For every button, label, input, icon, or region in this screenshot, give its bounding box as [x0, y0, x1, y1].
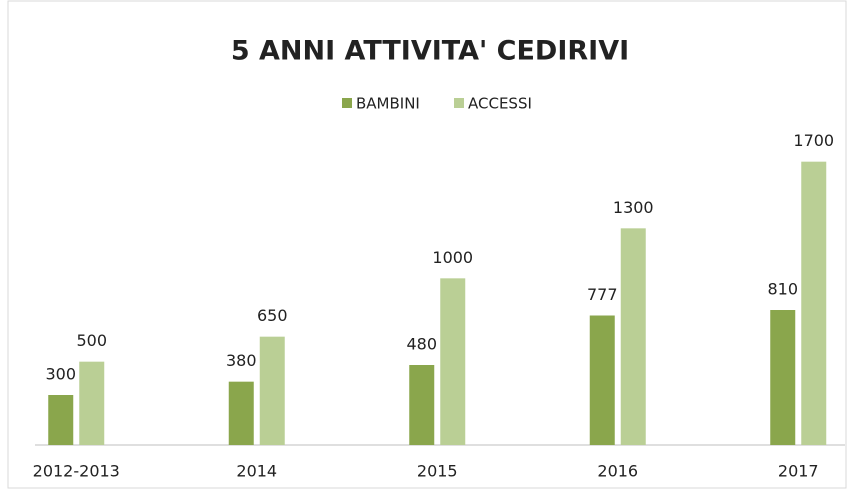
data-label: 810	[767, 280, 798, 299]
data-label: 480	[406, 335, 437, 354]
legend-swatch	[342, 98, 352, 108]
data-label: 777	[587, 285, 618, 304]
chart-title: 5 ANNI ATTIVITA' CEDIRIVI	[231, 36, 629, 67]
data-label: 1700	[793, 131, 834, 150]
legend-label: BAMBINI	[356, 95, 420, 113]
bar	[228, 381, 254, 445]
data-label: 650	[257, 306, 288, 325]
data-label: 1000	[432, 248, 473, 267]
bar	[259, 336, 285, 445]
x-tick-label: 2014	[236, 462, 277, 481]
bar	[620, 228, 646, 445]
chart-border	[7, 0, 847, 489]
data-label: 300	[45, 365, 76, 384]
bar	[409, 365, 435, 445]
bar	[589, 315, 615, 445]
legend-swatch	[454, 98, 464, 108]
data-label: 380	[226, 351, 257, 370]
bar	[801, 161, 827, 445]
bar	[79, 361, 105, 445]
bar	[770, 310, 796, 445]
x-tick-label: 2017	[778, 462, 819, 481]
x-tick-label: 2015	[417, 462, 458, 481]
bar	[440, 278, 466, 445]
legend-label: ACCESSI	[468, 95, 532, 113]
data-label: 500	[76, 331, 107, 350]
bar	[48, 395, 74, 445]
x-tick-label: 2016	[597, 462, 638, 481]
data-label: 1300	[613, 198, 654, 217]
x-tick-label: 2012-2013	[33, 462, 120, 481]
